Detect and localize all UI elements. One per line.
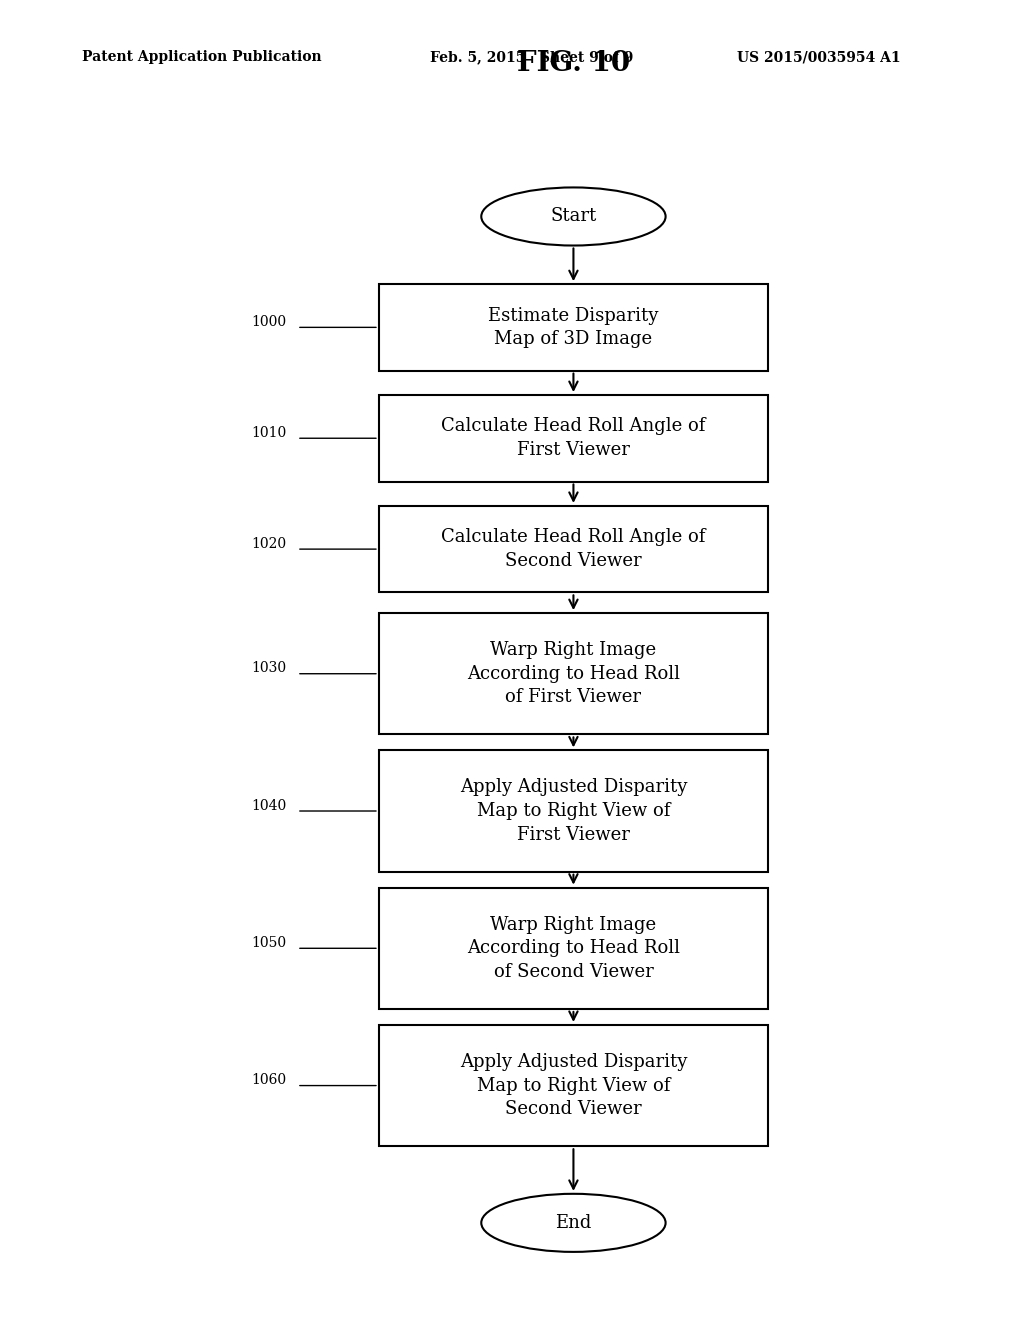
Ellipse shape bbox=[481, 1193, 666, 1251]
Text: Estimate Disparity
Map of 3D Image: Estimate Disparity Map of 3D Image bbox=[488, 306, 658, 348]
FancyBboxPatch shape bbox=[379, 284, 768, 371]
Text: FIG. 10: FIG. 10 bbox=[517, 50, 630, 77]
Text: 1040: 1040 bbox=[252, 799, 287, 813]
Text: Apply Adjusted Disparity
Map to Right View of
First Viewer: Apply Adjusted Disparity Map to Right Vi… bbox=[460, 779, 687, 843]
Text: End: End bbox=[555, 1214, 592, 1232]
Text: Calculate Head Roll Angle of
Second Viewer: Calculate Head Roll Angle of Second View… bbox=[441, 528, 706, 570]
Text: US 2015/0035954 A1: US 2015/0035954 A1 bbox=[737, 50, 901, 65]
FancyBboxPatch shape bbox=[379, 506, 768, 593]
FancyBboxPatch shape bbox=[379, 395, 768, 482]
Text: Patent Application Publication: Patent Application Publication bbox=[82, 50, 322, 65]
Ellipse shape bbox=[481, 187, 666, 246]
Text: 1020: 1020 bbox=[252, 537, 287, 550]
Text: 1060: 1060 bbox=[252, 1073, 287, 1088]
FancyBboxPatch shape bbox=[379, 1024, 768, 1146]
FancyBboxPatch shape bbox=[379, 887, 768, 1008]
Text: 1010: 1010 bbox=[252, 426, 287, 440]
Text: 1050: 1050 bbox=[252, 936, 287, 950]
Text: Calculate Head Roll Angle of
First Viewer: Calculate Head Roll Angle of First Viewe… bbox=[441, 417, 706, 459]
Text: Warp Right Image
According to Head Roll
of First Viewer: Warp Right Image According to Head Roll … bbox=[467, 642, 680, 706]
Text: 1030: 1030 bbox=[252, 661, 287, 676]
FancyBboxPatch shape bbox=[379, 612, 768, 734]
Text: Warp Right Image
According to Head Roll
of Second Viewer: Warp Right Image According to Head Roll … bbox=[467, 916, 680, 981]
Text: Start: Start bbox=[550, 207, 597, 226]
Text: 1000: 1000 bbox=[252, 315, 287, 329]
Text: Feb. 5, 2015   Sheet 9 of 9: Feb. 5, 2015 Sheet 9 of 9 bbox=[430, 50, 634, 65]
Text: Apply Adjusted Disparity
Map to Right View of
Second Viewer: Apply Adjusted Disparity Map to Right Vi… bbox=[460, 1053, 687, 1118]
FancyBboxPatch shape bbox=[379, 750, 768, 871]
